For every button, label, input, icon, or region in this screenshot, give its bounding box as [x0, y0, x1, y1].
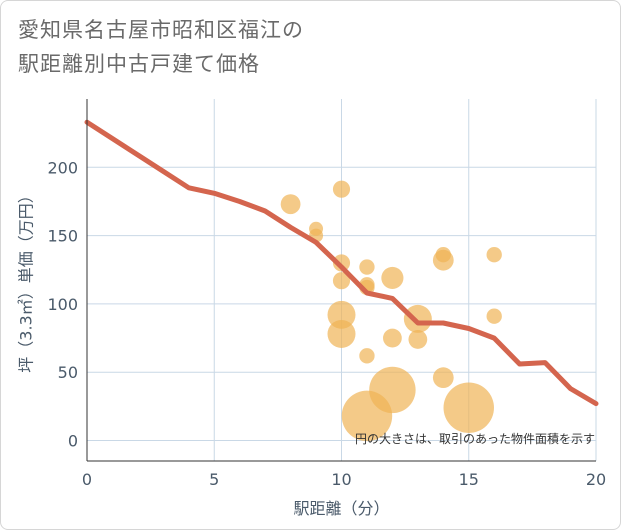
y-tick-label: 150 [47, 227, 78, 246]
x-tick-label: 20 [586, 470, 606, 489]
data-bubble [486, 247, 502, 263]
grid-lines [87, 99, 597, 461]
data-bubble [332, 272, 351, 290]
chart-title-line-1: 愛知県名古屋市昭和区福江の [18, 18, 304, 42]
data-bubble [381, 266, 404, 290]
data-bubble [280, 194, 301, 215]
y-axis-title: 坪（3.3㎡）単価（万円） [17, 187, 36, 372]
x-tick-label: 15 [459, 470, 479, 489]
x-tick-label: 0 [82, 470, 92, 489]
y-tick-label: 100 [47, 295, 78, 314]
data-bubble [359, 259, 375, 275]
data-bubble [332, 254, 351, 272]
y-tick-label: 50 [58, 363, 78, 382]
data-bubble [332, 180, 351, 198]
data-bubble [486, 308, 502, 324]
data-bubble [327, 319, 356, 348]
bubble-size-note: 円の大きさは、取引のあった物件面積を示す [355, 431, 595, 446]
x-axis-title: 駅距離（分） [293, 499, 389, 518]
data-bubble [383, 328, 402, 348]
data-bubble [408, 330, 428, 349]
data-bubble [369, 366, 416, 414]
x-tick-label: 10 [331, 470, 351, 489]
data-bubble [432, 249, 454, 271]
data-bubble [432, 367, 454, 389]
data-bubble [359, 348, 375, 364]
price-trend-line [84, 119, 599, 407]
y-tick-label: 200 [47, 158, 78, 177]
data-bubble [327, 300, 356, 329]
bubble-series [280, 180, 502, 442]
y-tick-label: 0 [68, 432, 78, 451]
chart-title: 愛知県名古屋市昭和区福江の 駅距離別中古戸建て価格 [18, 13, 304, 81]
data-bubble [443, 382, 494, 433]
chart-title-line-2: 駅距離別中古戸建て価格 [18, 52, 260, 76]
x-tick-label: 5 [209, 470, 219, 489]
price-trend-series [84, 119, 599, 407]
data-bubble [403, 304, 432, 333]
